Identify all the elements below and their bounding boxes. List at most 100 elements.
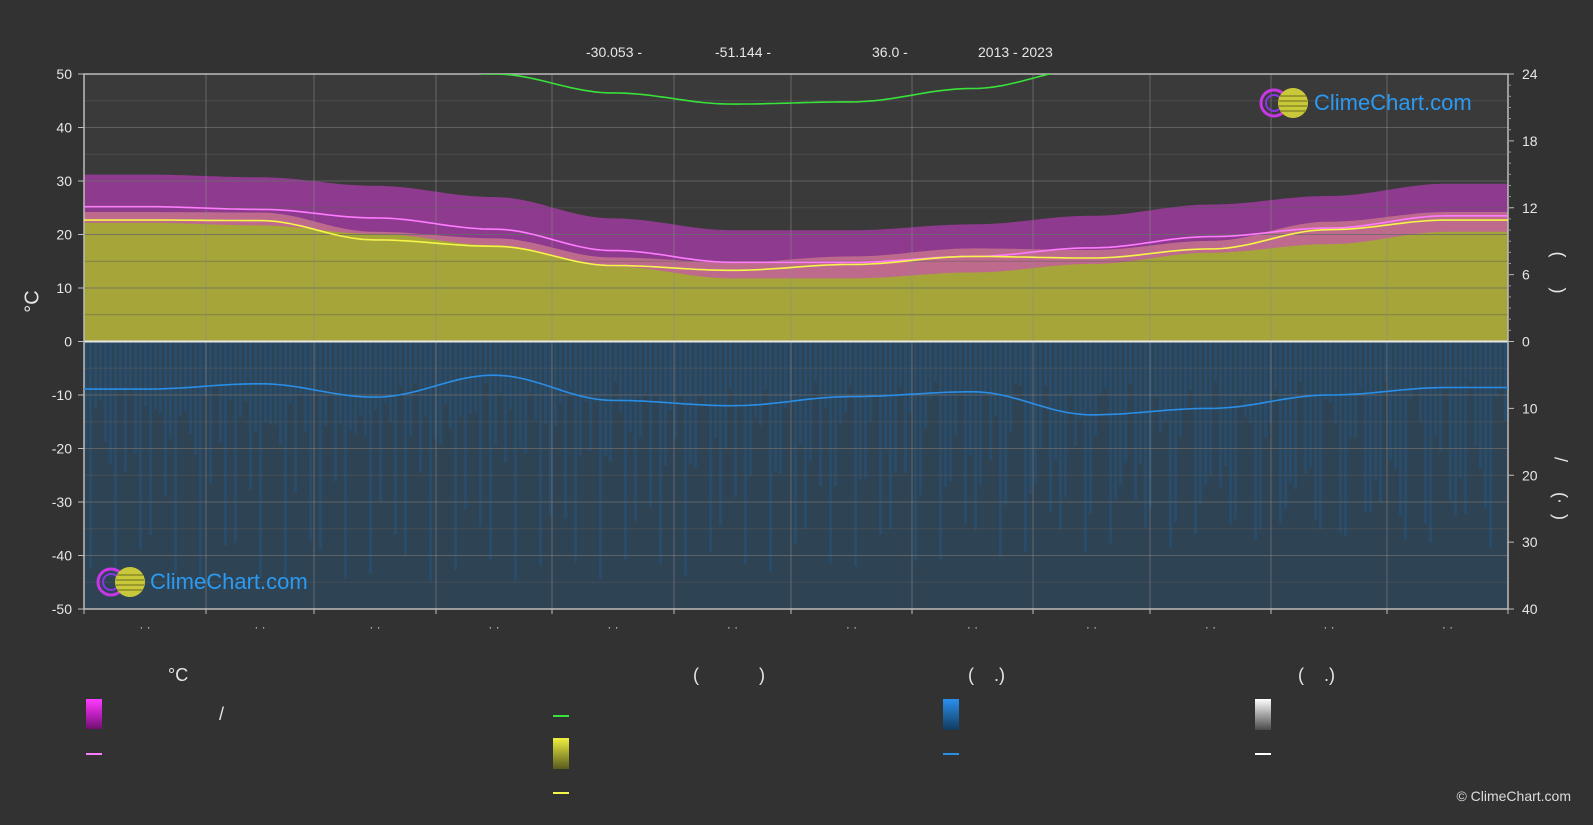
- precipitation-bar: [1019, 341, 1022, 386]
- precipitation-bar: [1244, 341, 1247, 418]
- right-bottom-tick-label: 40: [1522, 601, 1538, 617]
- precipitation-bar: [509, 341, 512, 410]
- precipitation-bar: [1129, 341, 1132, 384]
- precipitation-bar: [444, 341, 447, 405]
- precipitation-bar: [744, 341, 747, 565]
- precipitation-bar: [1189, 341, 1192, 391]
- precipitation-bar: [689, 341, 692, 464]
- logo-bottom-left[interactable]: ClimeChart.com: [95, 565, 335, 601]
- precipitation-bar: [284, 341, 287, 576]
- precipitation-bar: [414, 341, 417, 384]
- precipitation-bar: [1169, 341, 1172, 547]
- precipitation-bar: [1324, 341, 1327, 400]
- precipitation-bar: [134, 341, 137, 454]
- precipitation-bar: [124, 341, 127, 472]
- precipitation-bar: [494, 341, 497, 446]
- precipitation-bar: [669, 341, 672, 411]
- precipitation-bar: [419, 341, 422, 473]
- precipitation-bar: [154, 341, 157, 410]
- precipitation-bar: [109, 341, 112, 464]
- month-label: · ·: [1205, 620, 1216, 634]
- precipitation-bar: [269, 341, 272, 424]
- month-label: · ·: [1086, 620, 1097, 634]
- precipitation-bar: [844, 341, 847, 413]
- precipitation-bar: [299, 341, 302, 394]
- temperature-range-area: [84, 174, 1508, 279]
- month-label: · ·: [1442, 620, 1453, 634]
- year-range-label: 2013 - 2023: [978, 44, 1053, 60]
- precipitation-bar: [1224, 341, 1227, 467]
- climechart-logo-icon: [96, 567, 145, 597]
- series-lines: [84, 74, 1508, 416]
- precipitation-bar: [449, 341, 452, 429]
- precipitation-bar: [859, 341, 862, 480]
- precipitation-bar: [349, 341, 352, 431]
- precipitation-bar: [729, 341, 732, 389]
- right-bottom-tick-label: 30: [1522, 534, 1538, 550]
- logo-top-right[interactable]: ClimeChart.com: [1258, 86, 1498, 122]
- climechart-logo-icon: [1259, 88, 1308, 118]
- precipitation-bar: [629, 341, 632, 432]
- month-label: · ·: [369, 620, 380, 634]
- legend-precip-swatch: [943, 699, 959, 730]
- precipitation-bar: [1494, 341, 1497, 398]
- precipitation-bar: [399, 341, 402, 387]
- precipitation-bar: [319, 341, 322, 550]
- legend-range-text: /: [219, 704, 225, 724]
- longitude-label: -51.144 -: [715, 44, 772, 60]
- precipitation-bar: [1409, 341, 1412, 399]
- precipitation-bar: [1499, 341, 1502, 391]
- precipitation-bar: [464, 341, 467, 510]
- precipitation-bar: [1199, 341, 1202, 505]
- right-axis-top-label: ( ): [1548, 251, 1569, 294]
- precipitation-bar: [394, 341, 397, 535]
- legend-precip-heading: ( .): [968, 665, 1005, 685]
- precipitation-bar: [234, 341, 237, 543]
- precipitation-bar: [264, 341, 267, 423]
- precipitation-bar: [1454, 341, 1457, 515]
- precipitation-bar: [1024, 341, 1027, 552]
- precipitation-bar: [1104, 341, 1107, 389]
- precipitation-bar: [964, 341, 967, 524]
- precipitation-bar: [984, 341, 987, 392]
- precipitation-bar: [339, 341, 342, 424]
- precipitation-bar: [1204, 341, 1207, 485]
- precipitation-line: [84, 374, 1508, 416]
- left-axis-unit: °C: [21, 290, 44, 313]
- precipitation-bar: [169, 341, 172, 439]
- precipitation-bar: [714, 341, 717, 438]
- precipitation-bar: [1444, 341, 1447, 390]
- legend-daylight-heading: ( ): [693, 665, 765, 685]
- precipitation-bar: [584, 341, 587, 403]
- precipitation-bar: [354, 341, 357, 435]
- precipitation-bar: [924, 341, 927, 429]
- precipitation-bar: [914, 341, 917, 561]
- precipitation-bar: [519, 341, 522, 448]
- precipitation-bar: [359, 341, 362, 416]
- precipitation-bar: [544, 341, 547, 425]
- precipitation-bar: [314, 341, 317, 394]
- precipitation-bar: [1419, 341, 1422, 423]
- precipitation-bar: [1034, 341, 1037, 484]
- precipitation-bar: [1384, 341, 1387, 382]
- precipitation-bar: [1044, 341, 1047, 387]
- precipitation-bar: [274, 341, 277, 426]
- precipitation-bar: [194, 341, 197, 455]
- precipitation-bar: [214, 341, 217, 385]
- precipitation-bar: [429, 341, 432, 581]
- precipitation-bar: [759, 341, 762, 426]
- precipitation-bar: [664, 341, 667, 466]
- axis-ticks: 50 40 30 20 10 0 -10 -20 -30 -40 -50 24 18 12 6 0 10 20 30…: [52, 66, 1538, 634]
- month-label: · ·: [1323, 620, 1334, 634]
- precipitation-bar: [209, 341, 212, 483]
- precipitation-bar: [814, 341, 817, 382]
- precipitation-bar: [994, 341, 997, 417]
- precipitation-bar: [334, 341, 337, 482]
- precipitation-bar: [549, 341, 552, 516]
- precipitation-bar: [454, 341, 457, 571]
- precipitation-bar: [1114, 341, 1117, 500]
- precipitation-bar: [304, 341, 307, 433]
- precipitation-bar: [1004, 341, 1007, 505]
- precipitation-bar: [839, 341, 842, 424]
